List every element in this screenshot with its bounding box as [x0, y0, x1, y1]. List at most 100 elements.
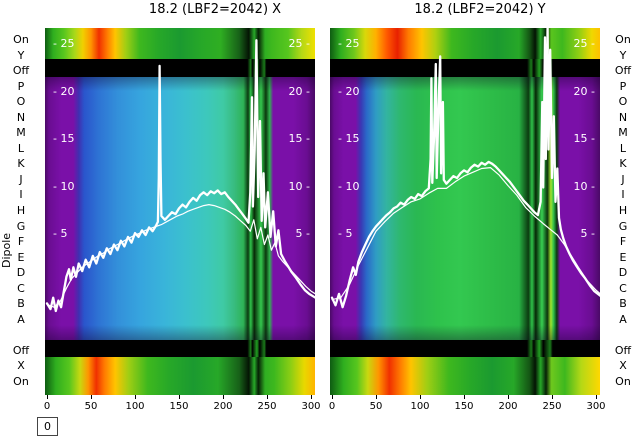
row-label-on: On: [13, 375, 29, 389]
panel-title-y: 18.2 (LBF2=2042) Y: [414, 2, 546, 17]
y-tick-label-right: 5 -: [580, 227, 595, 240]
row-label-n: N: [618, 110, 628, 124]
row-label-x: X: [619, 359, 627, 373]
y-tick-label-left: - 25: [338, 37, 360, 50]
y-tick-label-left: - 20: [338, 84, 360, 98]
row-label-c: C: [619, 281, 627, 295]
off-gap-top: [45, 59, 315, 77]
row-label-a: A: [619, 312, 627, 326]
row-label-a: A: [17, 312, 25, 326]
x-tick-mark: [266, 395, 268, 399]
x-tick-label: 50: [84, 401, 98, 412]
y-tick-label-left: - 5: [53, 227, 68, 240]
y-tick-label-left: - 25: [53, 37, 75, 50]
x-tick-label: 300: [301, 401, 321, 412]
row-label-f: F: [619, 235, 627, 249]
x-tick-mark: [551, 395, 553, 399]
row-label-c: C: [17, 281, 25, 295]
y-tick-label-left: - 20: [53, 84, 75, 98]
y-tick-label-right: 20 -: [288, 84, 310, 98]
x-tick-mark: [134, 395, 136, 399]
dipole-heatmap: [330, 77, 600, 340]
x-tick-label: 50: [369, 401, 383, 412]
row-label-off: Off: [12, 343, 30, 357]
x-tick-label: 0: [43, 401, 51, 412]
off-gap-bottom: [45, 340, 315, 357]
row-label-p: P: [17, 79, 25, 93]
off-gap-top: [330, 59, 600, 77]
y-tick-label-left: - 15: [53, 132, 75, 145]
x-tick-label: 200: [498, 401, 518, 412]
heatmap-bands-y: [330, 28, 600, 395]
x-tick-label: 100: [125, 401, 145, 412]
y-tick-label-right: 25 -: [573, 37, 595, 50]
x-tick-mark: [310, 395, 312, 399]
y-tick-label-right: 15 -: [573, 132, 595, 145]
x-tick-label: 150: [454, 401, 474, 412]
row-label-j: J: [19, 172, 23, 186]
row-label-b: B: [17, 297, 25, 311]
x-tick-mark: [222, 395, 224, 399]
row-label-off: Off: [614, 64, 632, 78]
heatmap-panel-x[interactable]: - 25 25 - - 20 20 - - 15 15 - - 10 10 - - 5 5 - 0 5…: [44, 28, 321, 412]
row-label-x: X: [17, 359, 25, 373]
row-label-y: Y: [619, 48, 627, 62]
x-origin-field[interactable]: 0: [37, 417, 58, 436]
row-label-m: M: [618, 126, 628, 140]
row-label-h: H: [618, 204, 628, 218]
y-tick-label-right: 10 -: [573, 179, 595, 193]
y-tick-label-right: 5 -: [295, 227, 310, 240]
row-label-l: L: [619, 141, 627, 155]
x-tick-label: 0: [328, 401, 336, 412]
row-label-o: O: [618, 95, 628, 109]
row-label-i: I: [621, 188, 625, 202]
row-label-g: G: [618, 219, 628, 233]
row-label-k: K: [619, 157, 627, 171]
row-label-spacer: [606, 327, 640, 343]
row-label-l: L: [17, 141, 25, 155]
x-tick-label: 250: [257, 401, 277, 412]
y-tick-label-left: - 5: [338, 227, 353, 240]
row-label-f: F: [17, 235, 25, 249]
row-label-j: J: [621, 172, 625, 186]
row-label-e: E: [619, 250, 627, 264]
bpm-strip-top: [330, 28, 600, 59]
panel-title-x: 18.2 (LBF2=2042) X: [148, 2, 282, 17]
row-label-h: H: [16, 204, 26, 218]
x-tick-label: 200: [213, 401, 233, 412]
x-tick-mark: [90, 395, 92, 399]
x-tick-label: 100: [410, 401, 430, 412]
y-tick-label-right: 25 -: [288, 37, 310, 50]
x-tick-mark: [595, 395, 597, 399]
row-label-k: K: [17, 157, 25, 171]
row-label-g: G: [16, 219, 26, 233]
heatmap-panel-y[interactable]: - 25 25 - - 20 20 - - 15 15 - - 10 10 - - 5 5 - 0 5…: [329, 28, 606, 412]
row-label-e: E: [17, 250, 25, 264]
x-tick-label: 300: [586, 401, 606, 412]
row-label-off: Off: [12, 64, 30, 78]
heatmap-bands-x: [45, 28, 315, 395]
dipole-heatmap: [45, 77, 315, 340]
row-label-b: B: [619, 297, 627, 311]
row-label-off: Off: [614, 343, 632, 357]
bpm-strip-top: [45, 28, 315, 59]
y-tick-label-left: - 10: [338, 179, 360, 193]
x-tick-mark: [463, 395, 465, 399]
y-tick-label-left: - 15: [338, 132, 360, 145]
right-axis-labels: On Y Off P O N M L K J I H G F E D C B A Off X On: [606, 32, 640, 390]
off-gap-bottom: [330, 340, 600, 357]
x-tick-mark: [46, 395, 48, 399]
row-label-on: On: [13, 33, 29, 46]
x-tick-mark: [375, 395, 377, 399]
y-tick-label-right: 15 -: [288, 132, 310, 145]
row-label-on: On: [615, 33, 631, 46]
bpm-strip-bottom: [45, 357, 315, 395]
row-label-on: On: [615, 375, 631, 389]
x-tick-mark: [507, 395, 509, 399]
row-label-p: P: [619, 79, 627, 93]
row-label-m: M: [16, 126, 26, 140]
left-axis-labels: On Y Off P O N M L K J I H G F E D C B A Off X On: [4, 32, 38, 390]
x-tick-mark: [331, 395, 333, 399]
y-tick-label-right: 20 -: [573, 84, 595, 98]
